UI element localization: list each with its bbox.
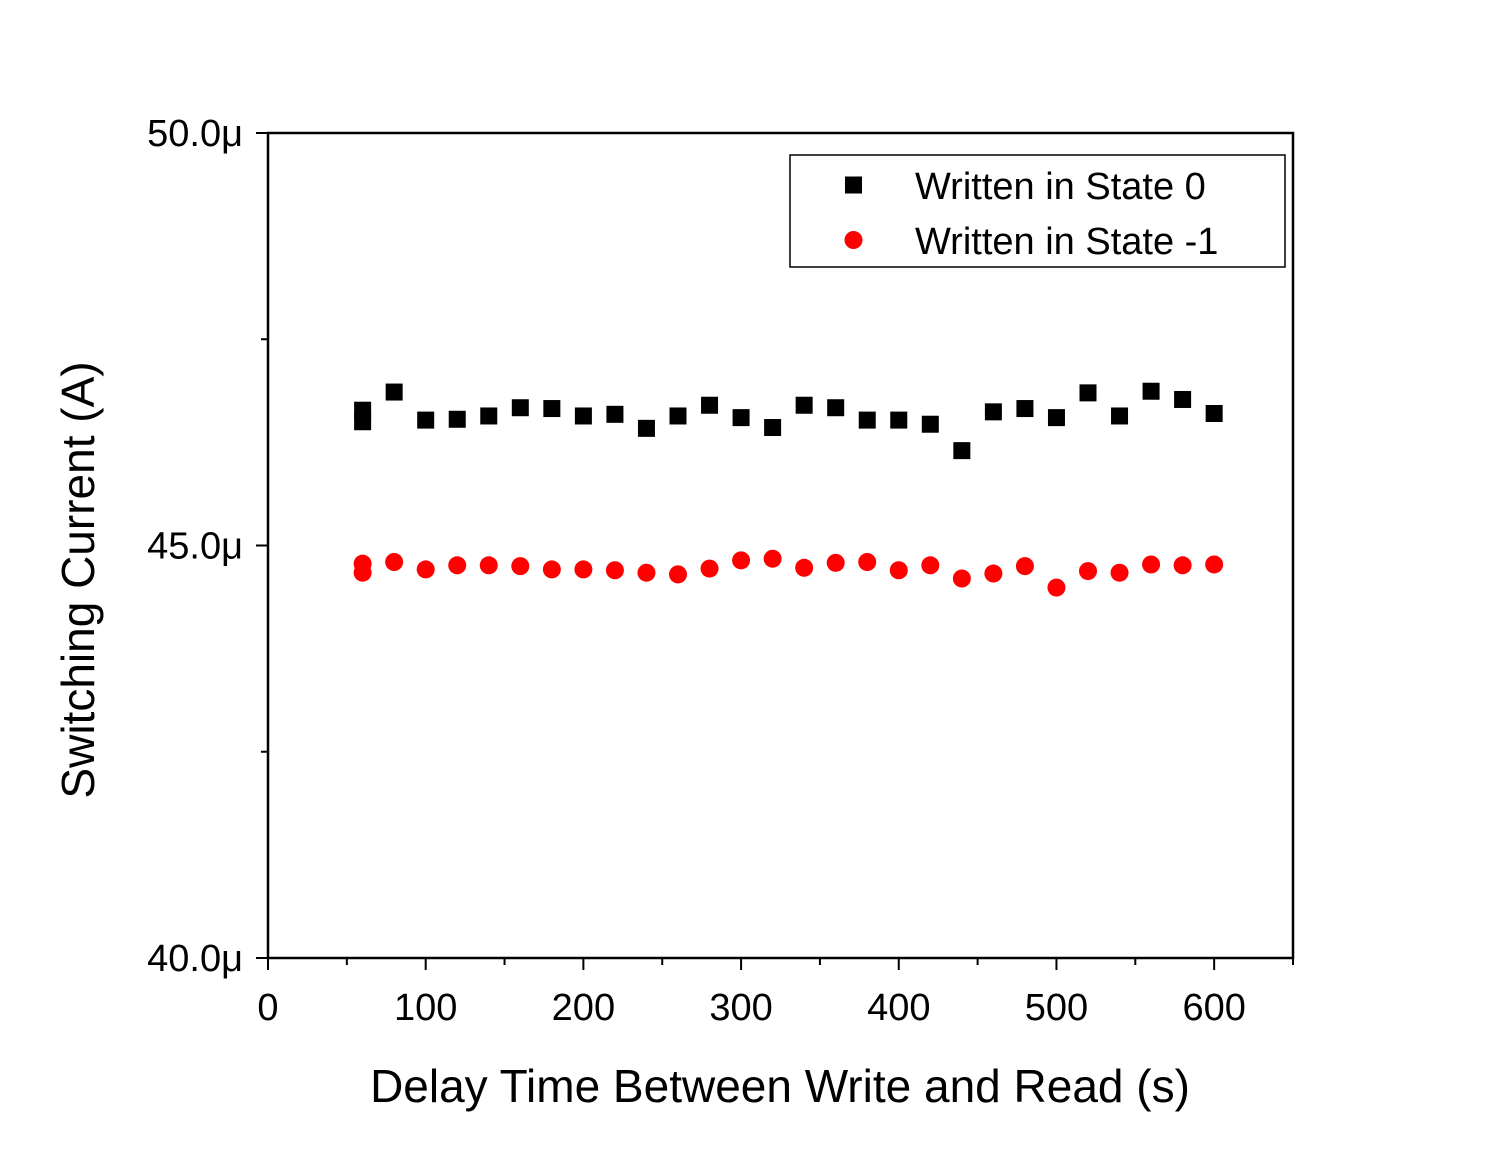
data-point: [511, 399, 529, 417]
data-point: [795, 396, 813, 414]
data-point: [543, 400, 561, 418]
data-point: [858, 553, 877, 571]
data-point: [605, 561, 624, 580]
legend-label: Written in State -1: [915, 221, 1218, 263]
x-axis-title: Delay Time Between Write and Read (s): [370, 1060, 1190, 1112]
data-point: [1079, 562, 1097, 581]
data-point: [480, 407, 498, 425]
data-points: [353, 382, 1224, 597]
data-point: [764, 419, 782, 437]
legend: Written in State 0 Written in State -1: [789, 154, 1286, 268]
y-axis-ticks: 40.0μ 45.0μ 50.0μ: [147, 113, 268, 980]
y-tick-label: 40.0μ: [147, 938, 243, 980]
data-point: [669, 407, 687, 425]
data-point: [858, 411, 876, 429]
series-1: [354, 382, 1223, 460]
x-tick-label: 600: [1182, 987, 1245, 1029]
y-tick-label: 50.0μ: [147, 113, 243, 155]
data-point: [953, 442, 971, 460]
data-point: [1110, 563, 1129, 582]
data-point: [921, 556, 940, 575]
x-tick-label: 400: [867, 987, 930, 1029]
data-point: [701, 396, 719, 414]
data-point: [700, 559, 719, 578]
data-point: [637, 563, 656, 582]
data-point: [1047, 409, 1065, 427]
data-point: [732, 409, 750, 427]
data-point: [763, 549, 782, 568]
data-point: [826, 553, 845, 572]
data-point: [385, 383, 403, 401]
data-point: [637, 419, 655, 437]
data-point: [606, 405, 624, 423]
data-point: [1015, 557, 1034, 576]
x-tick-label: 300: [709, 987, 772, 1029]
data-point: [385, 553, 404, 571]
data-point: [1079, 384, 1097, 402]
series-2: [353, 549, 1224, 597]
data-point: [1047, 578, 1066, 597]
data-point: [732, 551, 751, 570]
x-tick-label: 100: [394, 987, 457, 1029]
legend-marker-square: [845, 176, 862, 194]
data-point: [479, 556, 498, 575]
data-point: [416, 560, 435, 579]
legend-box: [789, 154, 1286, 268]
legend-items: Written in State 0 Written in State -1: [844, 166, 1218, 263]
data-point: [448, 556, 467, 575]
data-point: [1016, 400, 1034, 418]
data-point: [574, 560, 593, 579]
data-point: [1111, 407, 1129, 425]
x-tick-label: 500: [1025, 987, 1088, 1029]
data-point: [417, 411, 435, 429]
data-point: [511, 557, 530, 576]
x-tick-label: 0: [257, 987, 278, 1029]
legend-marker-circle: [844, 231, 863, 249]
legend-label: Written in State 0: [915, 166, 1206, 208]
data-point: [952, 569, 971, 588]
data-point: [890, 411, 908, 429]
y-axis-title: Switching Current (A): [52, 361, 104, 798]
data-point: [795, 558, 814, 577]
data-point: [1205, 555, 1224, 574]
data-point: [1142, 555, 1161, 574]
x-axis-ticks: 0 100 200 300 400 500 600: [257, 958, 1294, 1029]
data-point: [669, 565, 687, 584]
y-tick-label: 45.0μ: [147, 526, 243, 568]
data-point: [574, 407, 592, 425]
data-point: [1174, 390, 1192, 408]
data-point: [921, 415, 939, 433]
data-point: [984, 564, 1003, 583]
data-point: [448, 410, 466, 428]
data-point: [827, 399, 845, 417]
data-point: [1205, 405, 1223, 422]
data-point: [889, 561, 908, 580]
data-point: [984, 403, 1002, 421]
data-point: [353, 563, 372, 582]
x-tick-label: 200: [552, 987, 615, 1029]
data-point: [1173, 556, 1192, 575]
data-point: [1142, 382, 1160, 400]
data-point: [354, 413, 372, 431]
data-point: [542, 560, 561, 579]
